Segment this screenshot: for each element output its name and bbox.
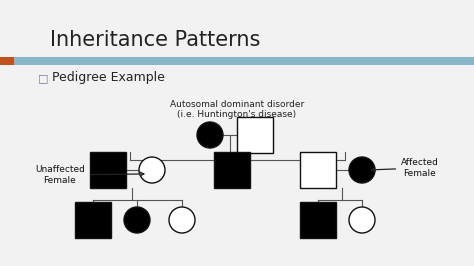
Bar bbox=[300, 152, 336, 188]
Text: □: □ bbox=[38, 73, 48, 83]
Bar bbox=[300, 202, 336, 238]
Circle shape bbox=[349, 157, 375, 183]
Circle shape bbox=[124, 207, 150, 233]
Bar bbox=[0, 57, 14, 65]
Text: Autosomal dominant disorder
(i.e. Huntington's disease): Autosomal dominant disorder (i.e. Huntin… bbox=[170, 100, 304, 119]
Bar bbox=[90, 152, 126, 188]
Text: Inheritance Patterns: Inheritance Patterns bbox=[50, 30, 260, 50]
Circle shape bbox=[349, 207, 375, 233]
Circle shape bbox=[139, 157, 165, 183]
Bar bbox=[75, 202, 111, 238]
Bar bbox=[214, 152, 250, 188]
Bar bbox=[237, 117, 273, 153]
Bar bbox=[0, 57, 474, 65]
Text: Pedigree Example: Pedigree Example bbox=[52, 72, 165, 85]
Circle shape bbox=[197, 122, 223, 148]
Text: Unaffected
Female: Unaffected Female bbox=[35, 165, 144, 185]
Text: Affected
Female: Affected Female bbox=[371, 158, 439, 178]
Circle shape bbox=[169, 207, 195, 233]
